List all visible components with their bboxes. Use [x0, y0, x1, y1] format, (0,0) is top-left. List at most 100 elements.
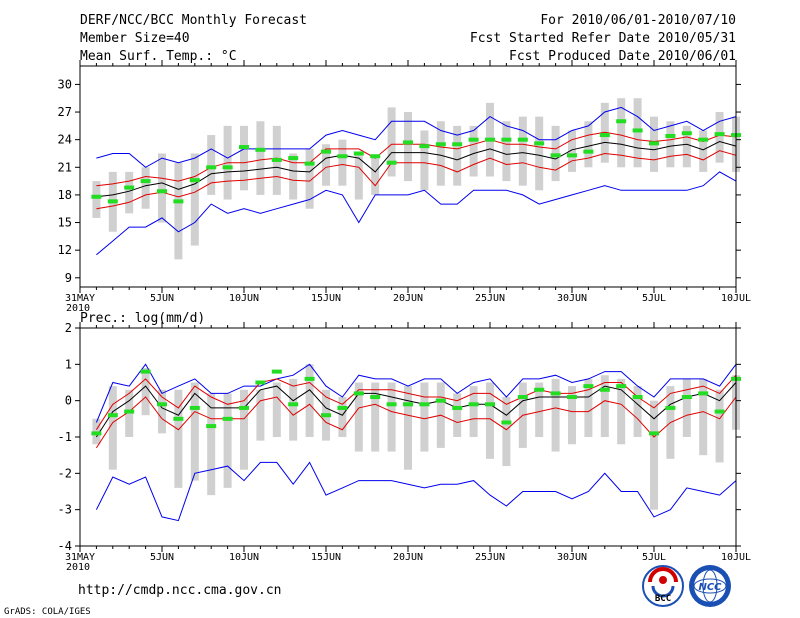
precipitation-spread-bar	[207, 393, 216, 496]
temperature-spread-bar	[174, 162, 183, 260]
precipitation-spread-bar	[650, 400, 658, 510]
temperature-forecast-marker	[304, 161, 315, 166]
temperature-forecast-marker	[632, 128, 643, 133]
precipitation-forecast-marker	[435, 398, 446, 403]
precipitation-forecast-marker	[403, 402, 413, 407]
temperature-spread-bar	[190, 153, 199, 246]
temperature-forecast-marker	[403, 140, 413, 145]
temperature-forecast-marker	[222, 165, 233, 170]
precipitation-forecast-marker	[698, 391, 709, 396]
precipitation-y-tick-label: -1	[58, 430, 72, 444]
precipitation-forecast-marker	[173, 416, 184, 421]
precipitation-forecast-marker	[304, 376, 315, 381]
precipitation-spread-bar	[305, 364, 314, 437]
precipitation-forecast-marker	[124, 409, 135, 414]
temperature-spread-bar	[699, 130, 708, 172]
precipitation-spread-bar	[469, 386, 478, 437]
temperature-y-tick-label: 30	[58, 77, 72, 91]
temperature-max-line	[96, 106, 737, 168]
precipitation-forecast-marker	[485, 402, 495, 407]
precipitation-forecast-marker	[288, 402, 299, 407]
precipitation-spread-bar	[600, 375, 609, 437]
temperature-spread-bar	[354, 153, 363, 200]
precipitation-lower-line	[95, 396, 737, 449]
precipitation-forecast-marker	[419, 402, 430, 407]
precipitation-forecast-marker	[337, 405, 348, 410]
precipitation-forecast-marker	[550, 391, 561, 396]
precipitation-forecast-marker	[239, 405, 249, 410]
precipitation-spread-bar	[682, 378, 691, 437]
temperature-x-tick-label: 10JUL	[721, 293, 751, 304]
precipitation-forecast-marker	[649, 431, 659, 436]
precipitation-forecast-marker	[501, 420, 512, 425]
precipitation-spread-bar	[354, 382, 363, 452]
temperature-forecast-marker	[681, 131, 692, 136]
member-size-label: Member Size=40	[80, 31, 190, 46]
temperature-y-tick-label: 9	[65, 271, 72, 285]
ncc-logo: NCC	[689, 565, 731, 607]
precipitation-spread-bar	[633, 386, 642, 437]
temperature-upper-line	[96, 131, 737, 187]
source-url[interactable]: http://cmdp.ncc.cma.gov.cn	[78, 583, 282, 598]
bcc-logo-text: BCC	[655, 594, 671, 604]
temperature-forecast-marker	[567, 153, 577, 158]
precipitation-x-tick-label: 5JUN	[150, 552, 174, 563]
precipitation-spread-bar	[568, 386, 576, 445]
precipitation-x-tick-label: 31MAY	[65, 552, 95, 563]
precipitation-spread-bar	[240, 389, 248, 470]
temperature-forecast-marker	[468, 137, 479, 142]
precipitation-x-tick-label: 10JUL	[721, 552, 751, 563]
temperature-forecast-marker	[435, 142, 446, 147]
precipitation-forecast-marker	[206, 424, 217, 429]
temperature-forecast-marker	[189, 178, 200, 183]
temperature-spread-bar	[666, 121, 675, 168]
precipitation-spread-bar	[404, 386, 412, 470]
temperature-x-tick-label: 5JUN	[150, 293, 174, 304]
precipitation-x-tick-label: 30JUN	[557, 552, 587, 563]
precipitation-spread-bar	[223, 393, 232, 488]
precipitation-x-tick-label: 25JUN	[475, 552, 505, 563]
temperature-forecast-marker	[107, 199, 118, 204]
precipitation-forecast-marker	[321, 413, 331, 418]
temperature-spread-bar	[453, 125, 462, 186]
temperature-spread-bar	[633, 98, 642, 168]
precipitation-y-axis: -4 -3 -2 -1 0 1 2	[58, 321, 741, 553]
precipitation-spread-bar	[453, 393, 462, 437]
temperature-forecast-marker	[288, 156, 299, 161]
temperature-spread-bar	[371, 158, 380, 195]
precipitation-forecast-marker	[583, 384, 594, 389]
temperature-forecast-marker	[239, 145, 249, 150]
precipitation-spread-bar	[256, 389, 265, 441]
temperature-forecast-marker	[386, 160, 397, 165]
temperature-forecast-marker	[91, 194, 102, 199]
precipitation-forecast-marker	[386, 402, 397, 407]
temperature-spread-bar	[715, 112, 724, 163]
temperature-forecast-marker	[419, 144, 430, 149]
precipitation-forecast-marker	[632, 395, 643, 400]
precipitation-spread-bar	[272, 382, 281, 437]
precipitation-spread-bar	[289, 378, 298, 441]
temperature-spread-bar	[682, 125, 691, 168]
precipitation-forecast-marker	[140, 369, 151, 374]
precipitation-spread-bar	[108, 386, 117, 470]
precipitation-y-tick-label: -2	[58, 466, 72, 480]
precipitation-forecast-marker	[567, 395, 577, 400]
precipitation-spread-bar	[387, 382, 396, 452]
precipitation-x-tick-label: 5JUL	[642, 552, 666, 563]
precipitation-x-axis: 31MAY 5JUN 10JUN 15JUN 20JUN 25JUN 30JUN 5JUL 10…	[65, 322, 751, 573]
precipitation-forecast-marker	[616, 384, 627, 389]
precipitation-y-tick-label: 2	[65, 321, 72, 335]
temperature-spread-bar	[240, 125, 248, 191]
temperature-spread-bar	[436, 121, 445, 186]
temperature-spread-bar	[338, 139, 347, 186]
precipitation-spread-bar	[338, 397, 347, 437]
temperature-spread-bar	[141, 167, 150, 209]
temperature-forecast-marker	[206, 165, 217, 170]
temperature-forecast-marker	[698, 137, 709, 142]
temperature-variable-label: Mean Surf. Temp.: °C	[80, 49, 237, 64]
precipitation-y-tick-label: -4	[58, 539, 72, 553]
bcc-logo: BCC	[642, 565, 684, 607]
precipitation-forecast-marker	[452, 405, 463, 410]
temperature-spread-bar	[404, 112, 412, 182]
temperature-y-tick-label: 24	[58, 133, 72, 147]
